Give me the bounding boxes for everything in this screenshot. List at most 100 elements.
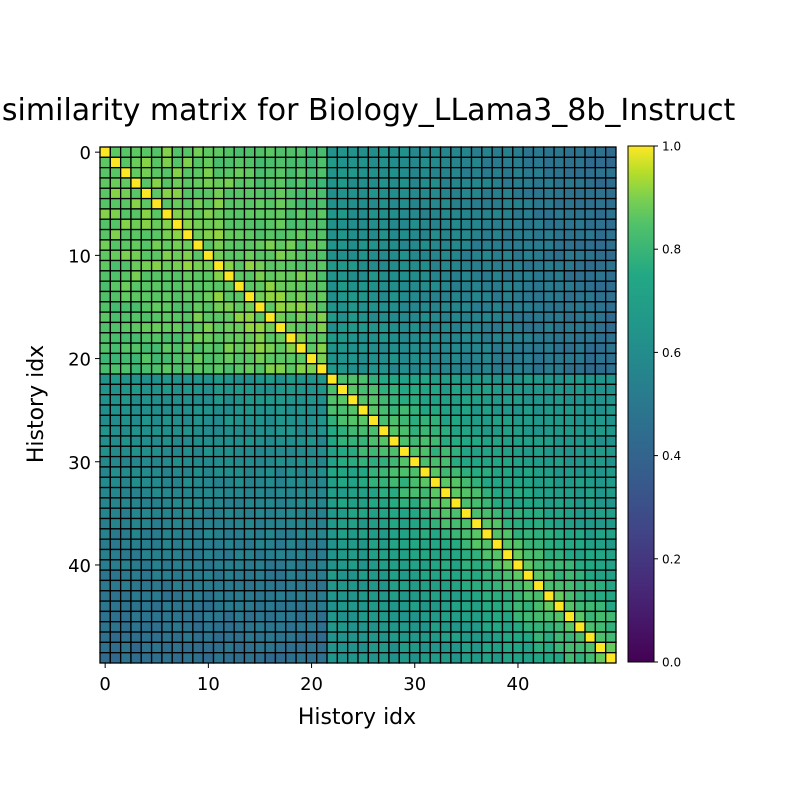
heatmap-cell xyxy=(234,312,244,322)
heatmap-cell xyxy=(472,446,482,456)
heatmap-cell xyxy=(306,457,316,467)
heatmap-cell xyxy=(275,611,285,621)
heatmap-cell xyxy=(337,147,347,157)
heatmap-cell xyxy=(193,230,203,240)
heatmap-cell xyxy=(430,642,440,652)
heatmap-cell xyxy=(554,281,564,291)
heatmap-cell xyxy=(121,477,131,487)
heatmap-cell xyxy=(441,591,451,601)
heatmap-cell xyxy=(410,199,420,209)
heatmap-cell xyxy=(327,157,337,167)
heatmap-cell xyxy=(585,343,595,353)
heatmap-cell xyxy=(244,230,254,240)
heatmap-cell xyxy=(327,395,337,405)
heatmap-cell xyxy=(544,601,554,611)
heatmap-cell xyxy=(214,539,224,549)
heatmap-cell xyxy=(306,219,316,229)
heatmap-cell xyxy=(441,271,451,281)
heatmap-cell xyxy=(544,353,554,363)
heatmap-cell xyxy=(430,488,440,498)
heatmap-cell xyxy=(502,508,512,518)
heatmap-cell xyxy=(472,642,482,652)
heatmap-cell xyxy=(482,508,492,518)
heatmap-cell xyxy=(575,353,585,363)
heatmap-cell xyxy=(193,601,203,611)
heatmap-cell xyxy=(162,601,172,611)
heatmap-cell xyxy=(162,384,172,394)
heatmap-cell xyxy=(575,312,585,322)
heatmap-cell xyxy=(595,157,605,167)
heatmap-cell xyxy=(121,271,131,281)
heatmap-cell xyxy=(162,147,172,157)
heatmap-cell xyxy=(317,312,327,322)
heatmap-cell xyxy=(564,508,574,518)
heatmap-cell xyxy=(337,436,347,446)
heatmap-cell xyxy=(172,591,182,601)
heatmap-cell xyxy=(451,549,461,559)
heatmap-cell xyxy=(368,199,378,209)
heatmap-cell xyxy=(214,168,224,178)
heatmap-cell xyxy=(110,364,120,374)
heatmap-cell xyxy=(131,188,141,198)
y-tick-label: 10 xyxy=(68,246,91,267)
heatmap-cell xyxy=(399,147,409,157)
heatmap-cell xyxy=(595,281,605,291)
heatmap-cell xyxy=(399,560,409,570)
heatmap-cell xyxy=(461,477,471,487)
heatmap-cell xyxy=(234,611,244,621)
heatmap-cell xyxy=(162,611,172,621)
heatmap-cell xyxy=(410,271,420,281)
heatmap-cell xyxy=(482,250,492,260)
heatmap-cell xyxy=(379,529,389,539)
heatmap-cell xyxy=(564,302,574,312)
heatmap-cell xyxy=(203,343,213,353)
heatmap-cell xyxy=(502,642,512,652)
heatmap-cell xyxy=(306,477,316,487)
heatmap-cell xyxy=(430,632,440,642)
heatmap-cell xyxy=(296,580,306,590)
heatmap-cell xyxy=(327,467,337,477)
heatmap-cell xyxy=(193,219,203,229)
heatmap-cell xyxy=(585,457,595,467)
heatmap-cell xyxy=(131,539,141,549)
heatmap-cell xyxy=(306,322,316,332)
heatmap-cell xyxy=(162,240,172,250)
heatmap-cell xyxy=(513,580,523,590)
heatmap-cell xyxy=(410,178,420,188)
heatmap-cell xyxy=(110,302,120,312)
heatmap-cell xyxy=(100,343,110,353)
colorbar-tick-label: 0.6 xyxy=(662,346,681,360)
heatmap-cell xyxy=(162,188,172,198)
heatmap-cell xyxy=(595,436,605,446)
heatmap-cell xyxy=(399,291,409,301)
heatmap-cell xyxy=(368,498,378,508)
heatmap-cell xyxy=(141,322,151,332)
heatmap-cell xyxy=(306,601,316,611)
heatmap-cell xyxy=(564,436,574,446)
heatmap-cell xyxy=(368,642,378,652)
heatmap-cell xyxy=(183,240,193,250)
heatmap-cell xyxy=(162,343,172,353)
heatmap-cell xyxy=(482,405,492,415)
heatmap-cell xyxy=(472,570,482,580)
heatmap-cell xyxy=(296,219,306,229)
heatmap-cell xyxy=(317,209,327,219)
heatmap-cell xyxy=(564,240,574,250)
heatmap-cell xyxy=(595,302,605,312)
heatmap-cell xyxy=(203,488,213,498)
heatmap-cell xyxy=(502,601,512,611)
heatmap-cell xyxy=(152,529,162,539)
heatmap-cell xyxy=(492,519,502,529)
heatmap-cell xyxy=(121,333,131,343)
heatmap-cell xyxy=(482,498,492,508)
heatmap-cell xyxy=(265,147,275,157)
heatmap-cell xyxy=(410,560,420,570)
heatmap-cell xyxy=(420,477,430,487)
heatmap-cell xyxy=(544,653,554,663)
heatmap-cell xyxy=(420,364,430,374)
heatmap-cell xyxy=(606,498,616,508)
heatmap-cell xyxy=(286,374,296,384)
heatmap-cell xyxy=(224,199,234,209)
heatmap-cell xyxy=(492,426,502,436)
heatmap-cell xyxy=(172,529,182,539)
